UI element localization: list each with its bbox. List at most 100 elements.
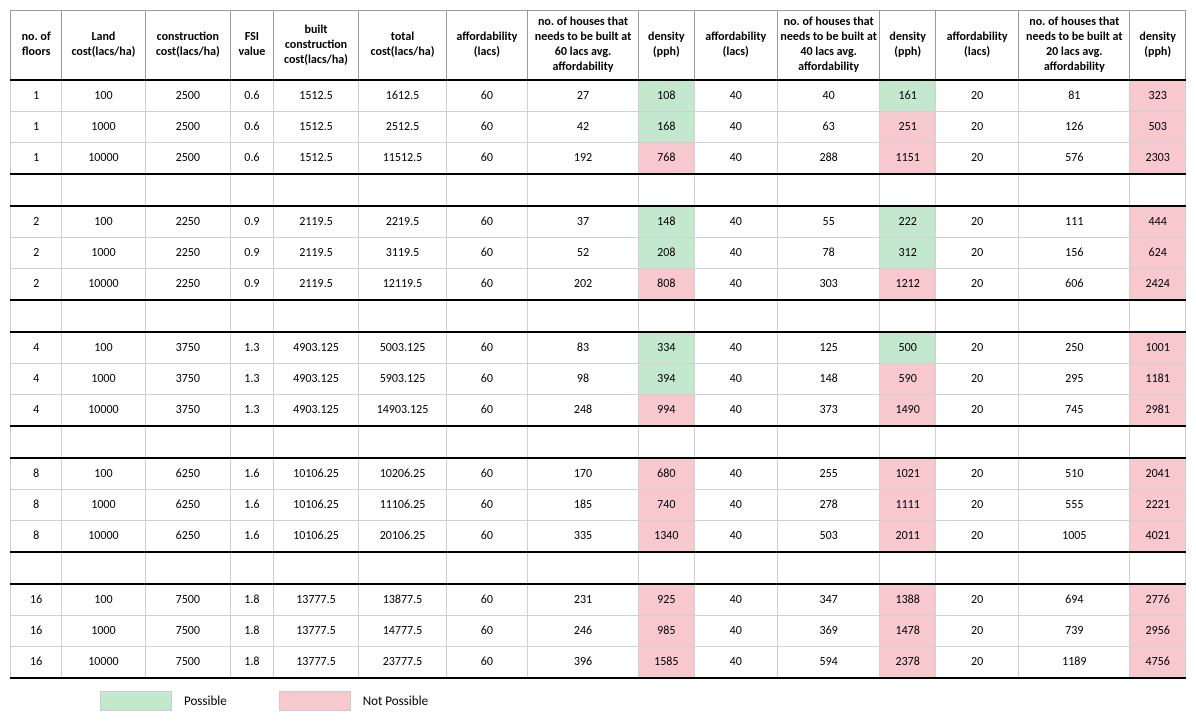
table-row: 1100025000.61512.52512.56042168406325120… xyxy=(11,112,1186,143)
table-cell: 161 xyxy=(880,80,936,112)
spacer-cell xyxy=(446,300,527,332)
spacer-cell xyxy=(446,552,527,584)
table-cell: 1490 xyxy=(880,395,936,427)
table-cell: 60 xyxy=(446,647,527,679)
table-cell: 1388 xyxy=(880,584,936,616)
table-cell: 100 xyxy=(62,458,145,490)
table-cell: 4756 xyxy=(1130,647,1186,679)
table-cell: 148 xyxy=(639,206,695,238)
table-cell: 248 xyxy=(527,395,638,427)
table-cell: 500 xyxy=(880,332,936,364)
spacer-cell xyxy=(880,552,936,584)
table-cell: 125 xyxy=(777,332,880,364)
table-cell: 13777.5 xyxy=(273,584,358,616)
table-cell: 40 xyxy=(694,332,777,364)
table-cell: 8 xyxy=(11,521,62,553)
spacer-cell xyxy=(359,174,447,206)
table-cell: 1 xyxy=(11,143,62,175)
table-cell: 60 xyxy=(446,364,527,395)
spacer-cell xyxy=(11,174,62,206)
table-cell: 768 xyxy=(639,143,695,175)
table-cell: 126 xyxy=(1019,112,1130,143)
spacer-cell xyxy=(935,300,1018,332)
spacer-cell xyxy=(694,426,777,458)
spacer-cell xyxy=(446,426,527,458)
spacer-cell xyxy=(145,552,230,584)
table-cell: 1.6 xyxy=(231,490,274,521)
table-row: 1610075001.813777.513877.560231925403471… xyxy=(11,584,1186,616)
table-cell: 20 xyxy=(935,143,1018,175)
spacer-cell xyxy=(694,552,777,584)
table-cell: 0.9 xyxy=(231,269,274,301)
column-header: affordability (lacs) xyxy=(694,11,777,81)
table-cell: 40 xyxy=(694,206,777,238)
legend-swatch-possible xyxy=(100,691,172,711)
spacer-cell xyxy=(935,426,1018,458)
table-cell: 347 xyxy=(777,584,880,616)
table-cell: 2424 xyxy=(1130,269,1186,301)
table-cell: 1000 xyxy=(62,490,145,521)
table-cell: 78 xyxy=(777,238,880,269)
table-cell: 2011 xyxy=(880,521,936,553)
spacer-cell xyxy=(694,300,777,332)
spacer-cell xyxy=(935,552,1018,584)
table-cell: 6250 xyxy=(145,458,230,490)
table-cell: 4903.125 xyxy=(273,364,358,395)
table-cell: 1.8 xyxy=(231,616,274,647)
table-header-row: no. of floorsLand cost(lacs/ha)construct… xyxy=(11,11,1186,81)
table-cell: 13877.5 xyxy=(359,584,447,616)
table-cell: 52 xyxy=(527,238,638,269)
table-cell: 295 xyxy=(1019,364,1130,395)
spacer-cell xyxy=(880,426,936,458)
spacer-cell xyxy=(880,174,936,206)
spacer-cell xyxy=(273,300,358,332)
table-cell: 6250 xyxy=(145,490,230,521)
table-cell: 40 xyxy=(694,112,777,143)
table-cell: 40 xyxy=(694,616,777,647)
table-cell: 100 xyxy=(62,584,145,616)
table-row: 8100062501.610106.2511106.25601857404027… xyxy=(11,490,1186,521)
table-cell: 251 xyxy=(880,112,936,143)
table-cell: 985 xyxy=(639,616,695,647)
table-cell: 7500 xyxy=(145,647,230,679)
table-cell: 1.8 xyxy=(231,647,274,679)
column-header: FSI value xyxy=(231,11,274,81)
table-cell: 1005 xyxy=(1019,521,1130,553)
spacer-cell xyxy=(1019,552,1130,584)
table-cell: 740 xyxy=(639,490,695,521)
table-row: 810062501.610106.2510206.256017068040255… xyxy=(11,458,1186,490)
table-cell: 2221 xyxy=(1130,490,1186,521)
table-cell: 255 xyxy=(777,458,880,490)
table-cell: 168 xyxy=(639,112,695,143)
legend-label-possible: Possible xyxy=(184,694,227,709)
table-cell: 2 xyxy=(11,269,62,301)
table-cell: 288 xyxy=(777,143,880,175)
table-cell: 1001 xyxy=(1130,332,1186,364)
table-row: 110025000.61512.51612.560271084040161208… xyxy=(11,80,1186,112)
spacer-cell xyxy=(777,426,880,458)
table-cell: 1478 xyxy=(880,616,936,647)
table-cell: 60 xyxy=(446,80,527,112)
table-cell: 2219.5 xyxy=(359,206,447,238)
table-cell: 60 xyxy=(446,206,527,238)
spacer-row xyxy=(11,174,1186,206)
table-cell: 16 xyxy=(11,584,62,616)
table-cell: 1181 xyxy=(1130,364,1186,395)
spacer-cell xyxy=(777,552,880,584)
table-cell: 83 xyxy=(527,332,638,364)
table-cell: 10206.25 xyxy=(359,458,447,490)
table-cell: 16 xyxy=(11,616,62,647)
table-cell: 2776 xyxy=(1130,584,1186,616)
table-cell: 1.3 xyxy=(231,332,274,364)
table-cell: 1000 xyxy=(62,364,145,395)
table-cell: 0.9 xyxy=(231,206,274,238)
table-cell: 2250 xyxy=(145,238,230,269)
table-cell: 1000 xyxy=(62,238,145,269)
table-cell: 745 xyxy=(1019,395,1130,427)
table-cell: 3750 xyxy=(145,395,230,427)
table-cell: 2956 xyxy=(1130,616,1186,647)
table-cell: 60 xyxy=(446,269,527,301)
table-cell: 20 xyxy=(935,521,1018,553)
spacer-cell xyxy=(359,300,447,332)
table-cell: 60 xyxy=(446,112,527,143)
